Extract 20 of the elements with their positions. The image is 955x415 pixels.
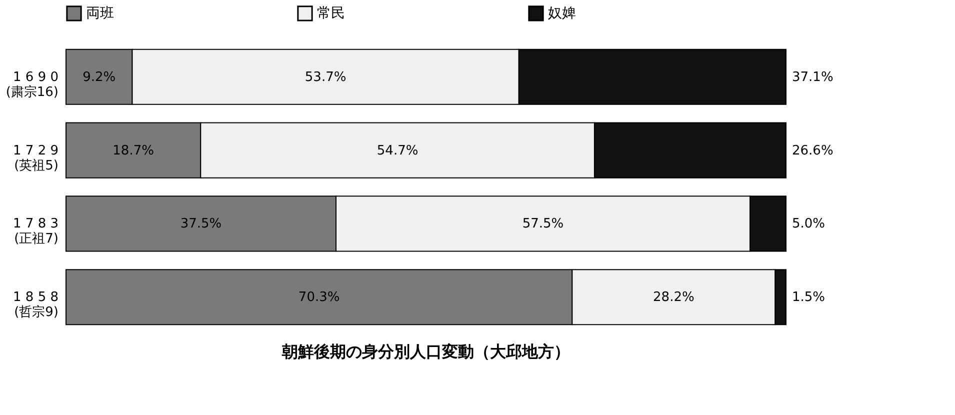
data-label: 57.5%: [522, 216, 564, 232]
legend-label: 両班: [86, 5, 114, 22]
data-label: 28.2%: [653, 290, 694, 306]
y-tick-label: 1 8 5 8 (哲宗9): [13, 290, 58, 320]
data-label: 18.7%: [112, 143, 154, 158]
data-label: 1.5%: [792, 290, 826, 306]
data-label: 9.2%: [82, 70, 116, 85]
data-label: 26.6%: [792, 143, 834, 158]
data-label: 53.7%: [304, 70, 346, 85]
text: 朝鮮後期の身分別人口変動（大邱地方）: [281, 342, 570, 361]
data-label: 54.7%: [376, 143, 418, 158]
legend-label: 常民: [317, 5, 345, 22]
data-label: 37.1%: [792, 70, 834, 85]
data-label: 70.3%: [298, 290, 340, 306]
data-label: 37.5%: [180, 216, 222, 232]
data-label: 5.0%: [792, 216, 826, 232]
legend-label: 奴婢: [548, 5, 576, 22]
y-tick-label: 1 7 2 9 (英祖5): [13, 143, 58, 174]
y-tick-label: 1 7 8 3 (正祖7): [13, 216, 58, 247]
y-tick-label: 1 6 9 0 (粛宗16): [6, 70, 58, 100]
